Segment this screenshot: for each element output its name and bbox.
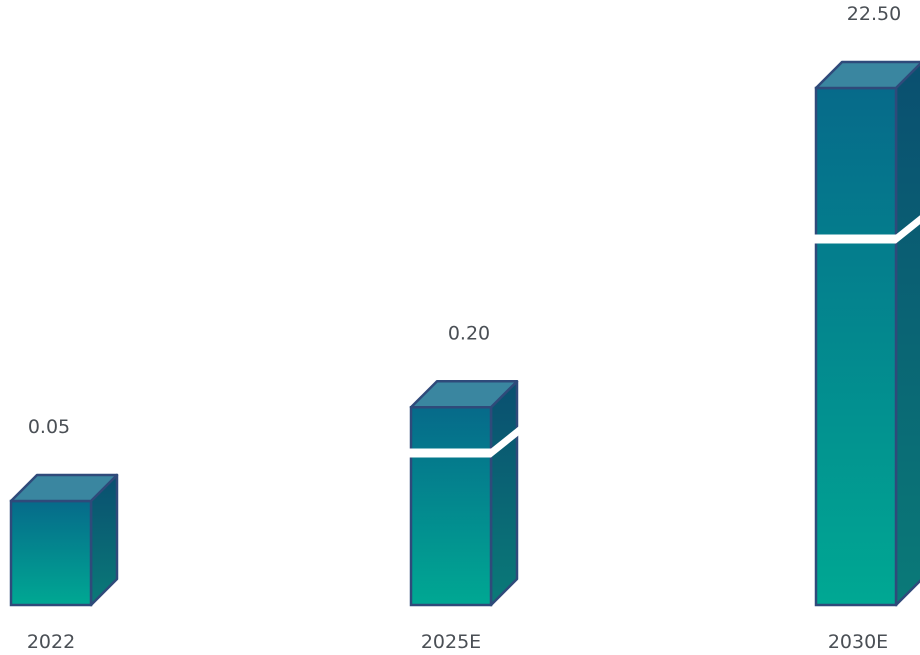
- bar-2030E: [813, 62, 920, 605]
- x-tick-label-2030E: 2030E: [828, 631, 888, 651]
- data-label-2030E: 22.50: [847, 3, 901, 25]
- x-tick-label-2025E: 2025E: [421, 631, 481, 651]
- bar-front-face: [816, 88, 896, 605]
- bar-front-face: [11, 501, 91, 605]
- bar-2025E: [408, 381, 521, 605]
- bar-2022: [11, 475, 117, 605]
- x-tick-label-2022: 2022: [27, 631, 75, 651]
- bar-front-face: [411, 407, 491, 605]
- data-label-2025E: 0.20: [448, 322, 490, 344]
- data-label-2022: 0.05: [28, 416, 70, 438]
- bar-side-face: [491, 381, 517, 605]
- bar-side-face: [896, 62, 920, 605]
